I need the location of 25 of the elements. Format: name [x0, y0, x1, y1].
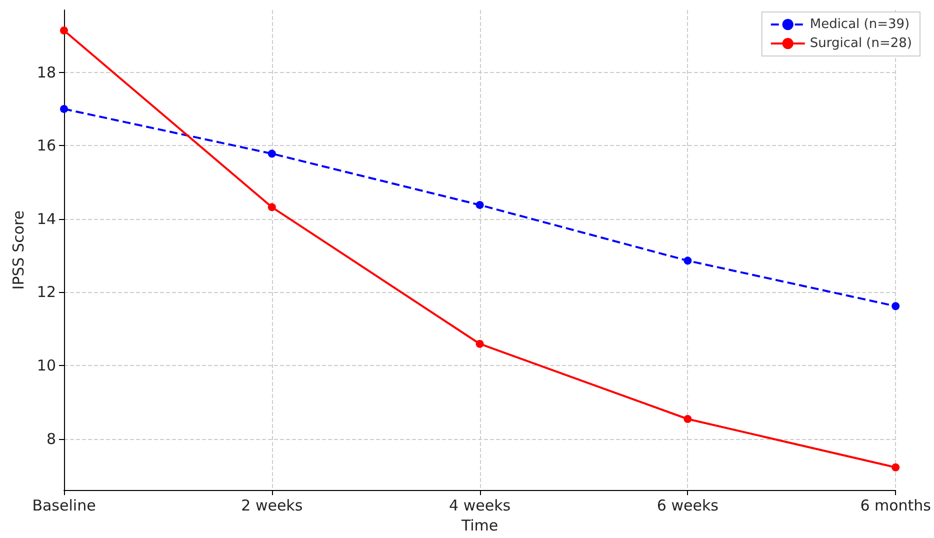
- point: [892, 463, 900, 472]
- point: [60, 104, 68, 113]
- x-tick-label: 2 weeks: [241, 496, 303, 515]
- y-tick-label: 12: [36, 283, 56, 302]
- y-tick-label: 10: [36, 356, 56, 374]
- point: [60, 26, 68, 35]
- legend-label: Medical (n=39): [810, 17, 910, 32]
- point: [892, 302, 900, 310]
- x-tick-label: 6 months: [860, 496, 932, 515]
- y-tick-label: 18: [36, 63, 56, 82]
- x-tick-label: 4 weeks: [449, 496, 511, 515]
- point: [684, 415, 692, 423]
- y-tick-label: 14: [36, 210, 56, 228]
- point: [268, 203, 276, 212]
- point: [684, 256, 692, 265]
- x-tick-label: Baseline: [32, 496, 96, 515]
- x-tick-label: 6 weeks: [656, 496, 719, 515]
- point: [476, 340, 484, 348]
- point: [268, 150, 276, 158]
- y-axis-title: IPSS Score: [10, 210, 28, 290]
- point: [476, 200, 484, 209]
- x-axis-title: Time: [460, 516, 498, 534]
- y-tick-label: 8: [46, 430, 56, 448]
- legend-label: Surgical (n=28): [810, 36, 912, 51]
- y-tick-label: 16: [36, 136, 56, 155]
